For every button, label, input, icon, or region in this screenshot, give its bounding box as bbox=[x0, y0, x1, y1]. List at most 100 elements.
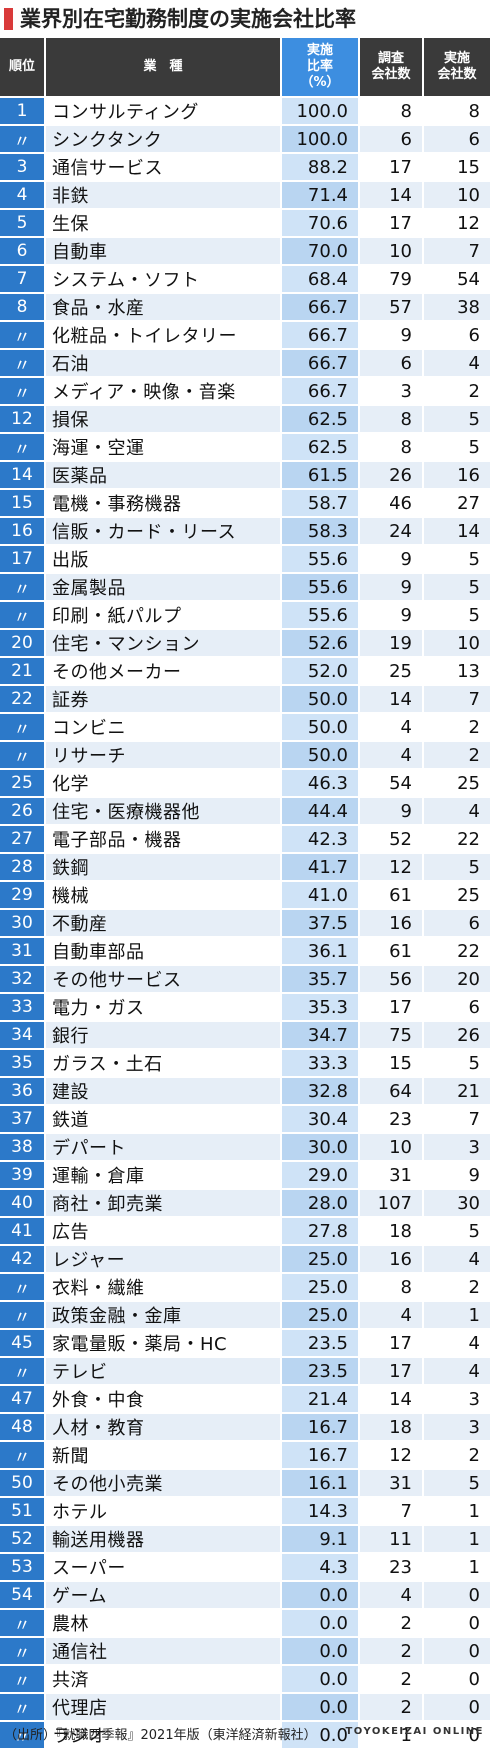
rank-cell: 7 bbox=[0, 266, 46, 294]
rank-cell: 〃 bbox=[0, 742, 46, 770]
rate-cell: 50.0 bbox=[282, 714, 360, 742]
rank-cell: 53 bbox=[0, 1554, 46, 1582]
surveyed-count-cell: 61 bbox=[360, 882, 424, 910]
surveyed-count-cell: 14 bbox=[360, 182, 424, 210]
rate-cell: 4.3 bbox=[282, 1554, 360, 1582]
rate-cell: 37.5 bbox=[282, 910, 360, 938]
rate-cell: 100.0 bbox=[282, 126, 360, 154]
rank-cell: 37 bbox=[0, 1106, 46, 1134]
rank-cell: 48 bbox=[0, 1414, 46, 1442]
table-row: 7 システム・ソフト 68.4 79 54 bbox=[0, 266, 490, 294]
industry-cell: 建設 bbox=[46, 1078, 282, 1106]
header-implementing-line2: 会社数 bbox=[437, 67, 477, 82]
rank-cell: 〃 bbox=[0, 714, 46, 742]
table-row: 34 銀行 34.7 75 26 bbox=[0, 1022, 490, 1050]
rate-cell: 46.3 bbox=[282, 770, 360, 798]
industry-cell: 農林 bbox=[46, 1610, 282, 1638]
surveyed-count-cell: 8 bbox=[360, 406, 424, 434]
title-marker bbox=[4, 8, 13, 30]
implementing-count-cell: 5 bbox=[424, 1218, 490, 1246]
rate-cell: 52.0 bbox=[282, 658, 360, 686]
rate-cell: 34.7 bbox=[282, 1022, 360, 1050]
surveyed-count-cell: 56 bbox=[360, 966, 424, 994]
ranking-table: 順位 業 種 実施 比率 （%） 調査 会社数 実施 会社数 1 コンサルティング… bbox=[0, 38, 490, 1750]
implementing-count-cell: 1 bbox=[424, 1302, 490, 1330]
rate-cell: 70.6 bbox=[282, 210, 360, 238]
surveyed-count-cell: 54 bbox=[360, 770, 424, 798]
rate-cell: 62.5 bbox=[282, 434, 360, 462]
table-row: 48 人材・教育 16.7 18 3 bbox=[0, 1414, 490, 1442]
table-row: 36 建設 32.8 64 21 bbox=[0, 1078, 490, 1106]
rank-cell: 〃 bbox=[0, 350, 46, 378]
rank-cell: 5 bbox=[0, 210, 46, 238]
surveyed-count-cell: 23 bbox=[360, 1554, 424, 1582]
surveyed-count-cell: 2 bbox=[360, 1694, 424, 1722]
rank-cell: 20 bbox=[0, 630, 46, 658]
rate-cell: 16.1 bbox=[282, 1470, 360, 1498]
industry-cell: 政策金融・金庫 bbox=[46, 1302, 282, 1330]
rank-cell: 〃 bbox=[0, 1610, 46, 1638]
industry-cell: 石油 bbox=[46, 350, 282, 378]
implementing-count-cell: 16 bbox=[424, 462, 490, 490]
rank-cell: 8 bbox=[0, 294, 46, 322]
surveyed-count-cell: 12 bbox=[360, 1442, 424, 1470]
table-row: 31 自動車部品 36.1 61 22 bbox=[0, 938, 490, 966]
implementing-count-cell: 20 bbox=[424, 966, 490, 994]
table-row: 51 ホテル 14.3 7 1 bbox=[0, 1498, 490, 1526]
table-row: 39 運輸・倉庫 29.0 31 9 bbox=[0, 1162, 490, 1190]
industry-cell: その他メーカー bbox=[46, 658, 282, 686]
industry-cell: 家電量販・薬局・HC bbox=[46, 1330, 282, 1358]
table-row: 45 家電量販・薬局・HC 23.5 17 4 bbox=[0, 1330, 490, 1358]
implementing-count-cell: 4 bbox=[424, 1358, 490, 1386]
industry-cell: 損保 bbox=[46, 406, 282, 434]
rate-cell: 21.4 bbox=[282, 1386, 360, 1414]
surveyed-count-cell: 2 bbox=[360, 1638, 424, 1666]
industry-cell: 非鉄 bbox=[46, 182, 282, 210]
implementing-count-cell: 5 bbox=[424, 434, 490, 462]
rate-cell: 62.5 bbox=[282, 406, 360, 434]
implementing-count-cell: 3 bbox=[424, 1134, 490, 1162]
surveyed-count-cell: 16 bbox=[360, 910, 424, 938]
header-industry: 業 種 bbox=[46, 38, 282, 98]
surveyed-count-cell: 17 bbox=[360, 1358, 424, 1386]
industry-cell: 輸送用機器 bbox=[46, 1526, 282, 1554]
surveyed-count-cell: 18 bbox=[360, 1414, 424, 1442]
rate-cell: 32.8 bbox=[282, 1078, 360, 1106]
rank-cell: 38 bbox=[0, 1134, 46, 1162]
surveyed-count-cell: 4 bbox=[360, 1582, 424, 1610]
table-row: 54 ゲーム 0.0 4 0 bbox=[0, 1582, 490, 1610]
rate-cell: 42.3 bbox=[282, 826, 360, 854]
industry-cell: 鉄鋼 bbox=[46, 854, 282, 882]
rate-cell: 30.0 bbox=[282, 1134, 360, 1162]
industry-cell: 衣料・繊維 bbox=[46, 1274, 282, 1302]
industry-cell: 住宅・マンション bbox=[46, 630, 282, 658]
rank-cell: 〃 bbox=[0, 1442, 46, 1470]
rate-cell: 50.0 bbox=[282, 742, 360, 770]
table-row: 41 広告 27.8 18 5 bbox=[0, 1218, 490, 1246]
header-rank: 順位 bbox=[0, 38, 46, 98]
surveyed-count-cell: 6 bbox=[360, 350, 424, 378]
table-row: 22 証券 50.0 14 7 bbox=[0, 686, 490, 714]
rate-cell: 35.3 bbox=[282, 994, 360, 1022]
implementing-count-cell: 4 bbox=[424, 350, 490, 378]
industry-cell: 住宅・医療機器他 bbox=[46, 798, 282, 826]
industry-cell: レジャー bbox=[46, 1246, 282, 1274]
industry-cell: 機械 bbox=[46, 882, 282, 910]
rank-cell: 22 bbox=[0, 686, 46, 714]
rate-cell: 16.7 bbox=[282, 1442, 360, 1470]
industry-cell: ラジオ bbox=[46, 1722, 282, 1750]
industry-cell: 共済 bbox=[46, 1666, 282, 1694]
implementing-count-cell: 22 bbox=[424, 938, 490, 966]
industry-cell: 銀行 bbox=[46, 1022, 282, 1050]
rank-cell: 〃 bbox=[0, 322, 46, 350]
implementing-count-cell: 5 bbox=[424, 406, 490, 434]
rank-cell: 4 bbox=[0, 182, 46, 210]
industry-cell: 新聞 bbox=[46, 1442, 282, 1470]
industry-cell: 証券 bbox=[46, 686, 282, 714]
implementing-count-cell: 38 bbox=[424, 294, 490, 322]
implementing-count-cell: 2 bbox=[424, 714, 490, 742]
table-row: 28 鉄鋼 41.7 12 5 bbox=[0, 854, 490, 882]
implementing-count-cell: 5 bbox=[424, 854, 490, 882]
table-row: 〃金属製品 55.6 9 5 bbox=[0, 574, 490, 602]
rate-cell: 66.7 bbox=[282, 350, 360, 378]
